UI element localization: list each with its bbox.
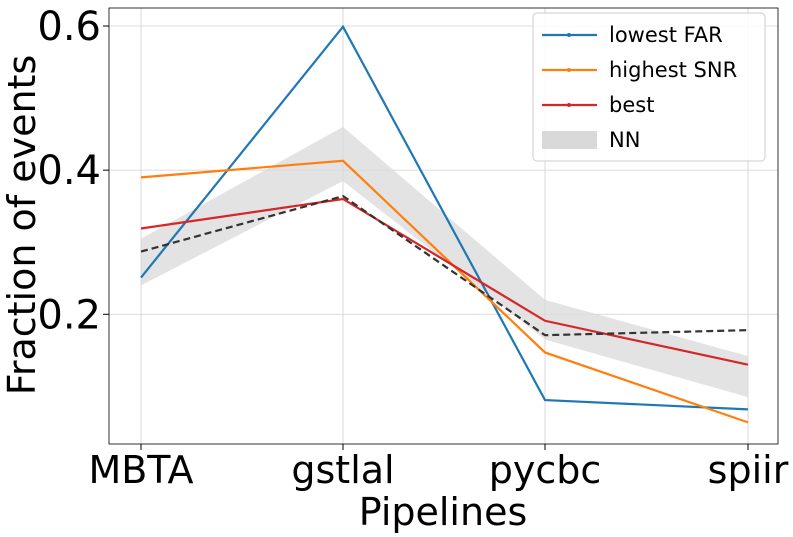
legend-marker-highest-snr	[567, 68, 571, 72]
x-tick-label: pycbc	[489, 448, 602, 492]
series-line-highest-snr	[140, 159, 749, 424]
y-tick-label: 0.6	[37, 4, 101, 50]
legend-label-lowest-far: lowest FAR	[609, 23, 723, 47]
series-layer	[140, 24, 749, 424]
y-tick-label: 0.4	[37, 148, 101, 194]
y-axis-title: Fraction of events	[0, 55, 44, 396]
ticks: MBTA gstlal pycbc spiir 0.2 0.4 0.6	[37, 4, 788, 492]
series-line-lowest-far	[140, 24, 749, 411]
legend-swatch-nn	[542, 131, 597, 149]
legend-box	[532, 12, 766, 162]
legend-marker-best	[567, 103, 571, 107]
legend: lowest FAR highest SNR best NN	[532, 12, 766, 162]
series-line-best	[140, 197, 749, 366]
nn-band-layer	[141, 126, 748, 398]
legend-marker-lowest-far	[567, 33, 571, 37]
x-tick-label: spiir	[708, 448, 789, 492]
x-tick-label: MBTA	[88, 448, 193, 492]
plot-frame	[108, 7, 779, 445]
y-tick-label: 0.2	[37, 292, 101, 338]
legend-label-highest-snr: highest SNR	[609, 58, 737, 82]
legend-label-nn: NN	[609, 128, 640, 152]
x-axis-title: Pipelines	[359, 490, 528, 534]
x-tick-label: gstlal	[291, 448, 394, 492]
legend-label-best: best	[609, 93, 654, 117]
nn-median-line	[140, 194, 749, 337]
nn-band	[141, 126, 748, 398]
